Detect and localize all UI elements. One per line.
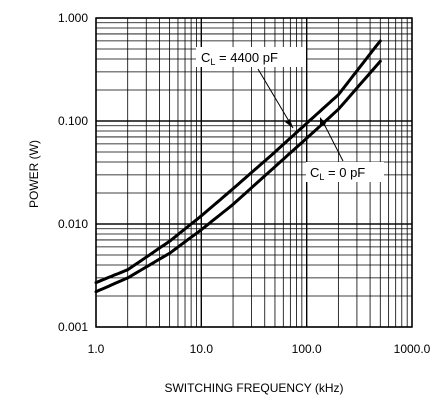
x-tick-label: 10.0 <box>190 342 214 356</box>
annotation-arrow <box>321 119 344 162</box>
arrow-head <box>285 119 293 128</box>
arrow-head <box>320 117 326 127</box>
annotation-cl-4400pf-text: CL = 4400 pF <box>201 50 278 67</box>
y-tick-label: 0.010 <box>58 217 88 231</box>
annotation-cl-4400pf: CL = 4400 pF <box>196 47 306 129</box>
x-tick-label: 1000.0 <box>394 342 431 356</box>
annotation-cl-0pf-text: CL = 0 pF <box>310 165 365 182</box>
annotation-arrow <box>257 68 294 129</box>
y-tick-label: 0.100 <box>58 114 88 128</box>
y-axis-label: POWER (W) <box>27 140 41 208</box>
tick-labels: 1.0 10.0 100.0 1000.0 0.001 0.010 0.100 1.000 <box>58 11 431 356</box>
annotation-cl-0pf: CL = 0 pF <box>306 117 384 182</box>
series-line-1 <box>94 59 382 294</box>
x-tick-label: 100.0 <box>292 342 322 356</box>
y-tick-label: 1.000 <box>58 11 88 25</box>
series-layer <box>94 39 382 294</box>
plot-frame <box>95 17 413 328</box>
x-tick-label: 1.0 <box>88 342 105 356</box>
series-line-0 <box>94 39 382 285</box>
y-tick-label: 0.001 <box>58 320 88 334</box>
x-axis-label: SWITCHING FREQUENCY (kHz) <box>164 381 343 395</box>
